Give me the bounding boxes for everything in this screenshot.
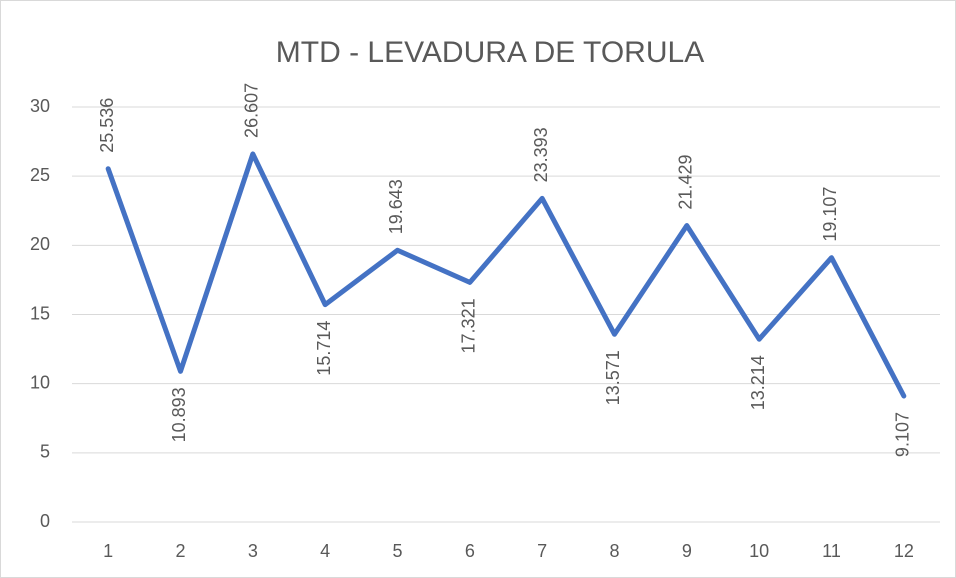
x-tick-label: 6 xyxy=(465,541,475,561)
data-label: 17.321 xyxy=(459,298,479,353)
data-label: 19.643 xyxy=(386,179,406,234)
series-line xyxy=(105,151,907,399)
y-tick-label: 0 xyxy=(40,511,50,531)
x-tick-label: 12 xyxy=(894,541,914,561)
data-label: 15.714 xyxy=(314,321,334,376)
x-tick-label: 3 xyxy=(248,541,258,561)
y-tick-label: 25 xyxy=(30,165,50,185)
data-label: 9.107 xyxy=(893,412,913,457)
y-tick-label: 20 xyxy=(30,234,50,254)
y-tick-label: 15 xyxy=(30,303,50,323)
x-tick-label: 4 xyxy=(320,541,330,561)
data-label: 23.393 xyxy=(531,127,551,182)
data-label: 10.893 xyxy=(169,387,189,442)
x-tick-label: 5 xyxy=(392,541,402,561)
data-label: 19.107 xyxy=(820,187,840,242)
x-tick-label: 2 xyxy=(175,541,185,561)
data-label: 13.571 xyxy=(603,350,623,405)
x-tick-label: 9 xyxy=(682,541,692,561)
data-label: 21.429 xyxy=(676,155,696,210)
x-tick-label: 7 xyxy=(537,541,547,561)
chart-title: MTD - LEVADURA DE TORULA xyxy=(276,36,704,69)
y-tick-label: 30 xyxy=(30,96,50,116)
data-label: 25.536 xyxy=(97,98,117,153)
data-label: 13.214 xyxy=(748,355,768,410)
x-tick-label: 1 xyxy=(103,541,113,561)
x-tick-label: 8 xyxy=(609,541,619,561)
x-tick-label: 10 xyxy=(749,541,769,561)
y-tick-label: 5 xyxy=(40,442,50,462)
data-label: 26.607 xyxy=(242,83,262,138)
x-tick-label: 11 xyxy=(822,541,841,561)
y-tick-label: 10 xyxy=(30,372,50,392)
